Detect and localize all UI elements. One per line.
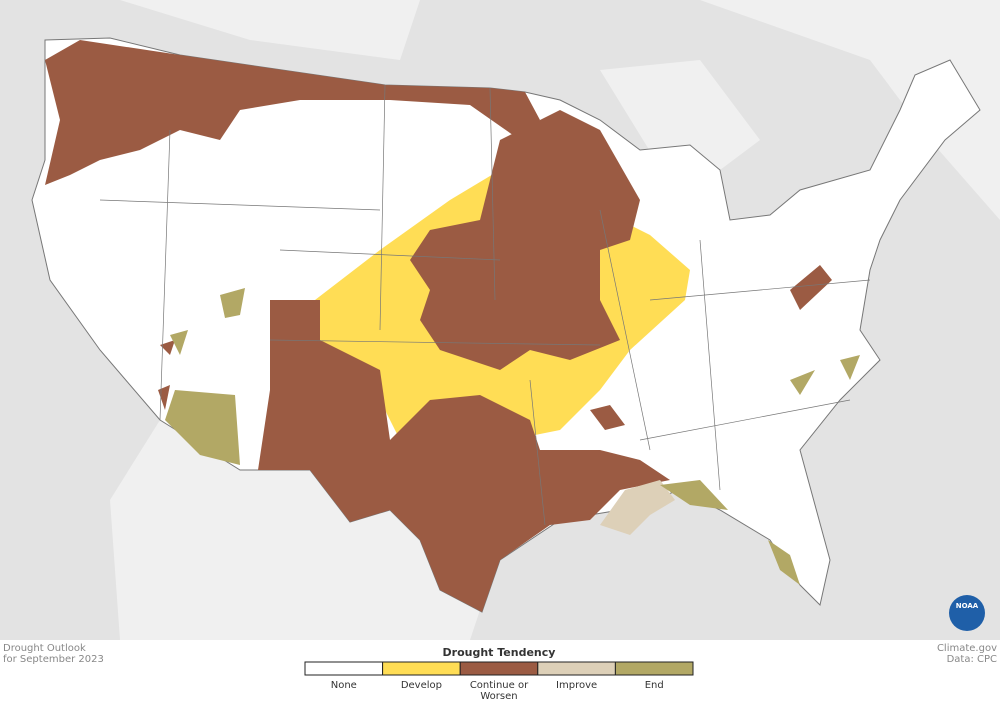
continue-midwest xyxy=(410,110,640,370)
state-borders xyxy=(99,84,871,526)
credit: Climate.gov xyxy=(937,643,997,654)
land-canada xyxy=(120,0,1000,220)
noaa-logo: NOAA xyxy=(949,595,985,631)
outlook-title: Drought Outlook xyxy=(3,643,86,654)
legend-label: Improve xyxy=(556,680,597,691)
legend-label: End xyxy=(645,680,664,691)
land-mexico xyxy=(110,420,480,640)
logo-text: NOAA xyxy=(956,602,979,610)
legend-label: Worsen xyxy=(480,691,517,702)
legend-label: Continue or xyxy=(470,680,529,691)
legend-label: Develop xyxy=(401,680,442,691)
legend-swatch xyxy=(304,661,384,676)
legend-swatch xyxy=(537,661,616,676)
continue-northwest xyxy=(45,40,540,185)
outlook-subtitle: for September 2023 xyxy=(3,654,104,665)
legend-swatch xyxy=(382,661,461,676)
legend-label: None xyxy=(331,680,357,691)
map xyxy=(31,37,981,613)
source: Data: CPC xyxy=(947,654,997,665)
legend-swatch xyxy=(459,661,539,676)
continue-southwest xyxy=(258,300,670,612)
legend-swatch xyxy=(614,661,694,676)
improve-gulf xyxy=(600,480,675,535)
logo-circle xyxy=(949,595,985,631)
legend-title: Drought Tendency xyxy=(443,646,556,659)
